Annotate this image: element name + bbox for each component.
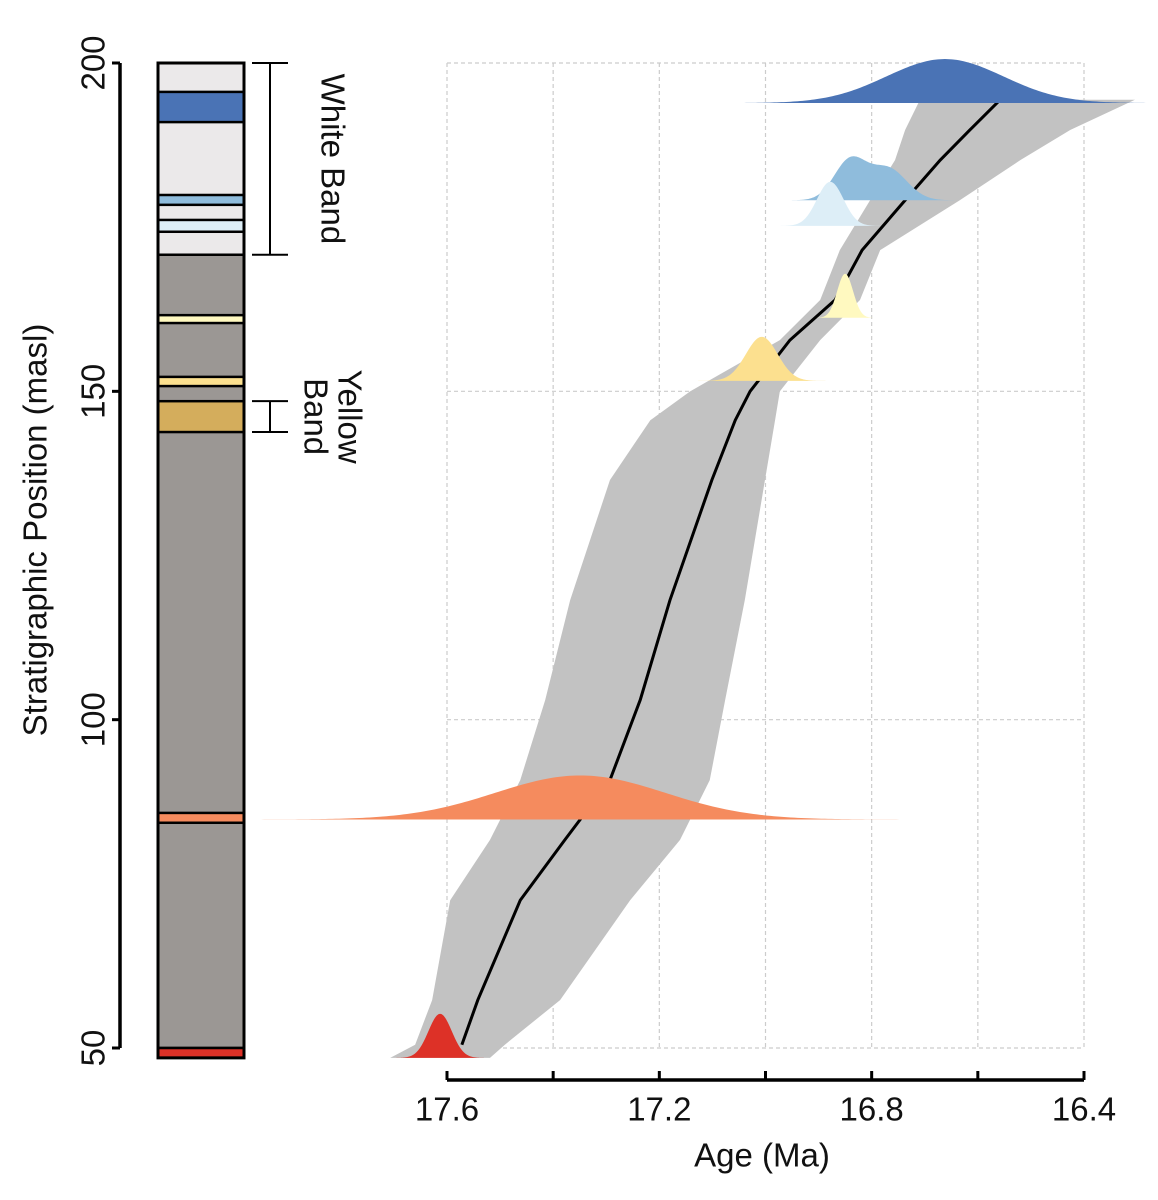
age-envelope bbox=[390, 99, 1135, 1058]
strat-layer bbox=[156, 811, 246, 825]
x-tick-label: 16.4 bbox=[1052, 1091, 1116, 1128]
strat-layer bbox=[156, 313, 246, 325]
x-tick-label: 17.2 bbox=[627, 1091, 691, 1128]
y-tick-label: 200 bbox=[75, 35, 112, 90]
strat-layer bbox=[156, 399, 246, 434]
age-distribution bbox=[393, 1013, 487, 1058]
column-frame bbox=[156, 61, 246, 1060]
y-tick-label: 100 bbox=[75, 692, 112, 747]
age-distribution bbox=[777, 181, 884, 226]
bracket-label: Yellow bbox=[331, 370, 368, 464]
strat-layer bbox=[156, 375, 246, 388]
strat-layer bbox=[156, 90, 246, 124]
age-distribution bbox=[240, 775, 920, 820]
x-axis-label: Age (Ma) bbox=[694, 1137, 830, 1174]
x-tick-label: 16.8 bbox=[840, 1091, 904, 1128]
y-tick-label: 150 bbox=[75, 364, 112, 419]
age-distribution bbox=[698, 336, 826, 381]
strat-layer bbox=[156, 193, 246, 207]
y-axis-label: Stratigraphic Position (masl) bbox=[17, 324, 54, 737]
bracket-label: Band bbox=[297, 378, 334, 455]
median-line bbox=[460, 98, 1002, 1046]
strat-layer bbox=[156, 253, 246, 1050]
age-distribution bbox=[711, 59, 1158, 104]
bracket-label: White Band bbox=[314, 74, 351, 245]
age-distribution bbox=[813, 273, 877, 318]
strat-layer bbox=[156, 218, 246, 234]
x-tick-label: 17.6 bbox=[415, 1091, 479, 1128]
y-tick-label: 50 bbox=[75, 1030, 112, 1067]
